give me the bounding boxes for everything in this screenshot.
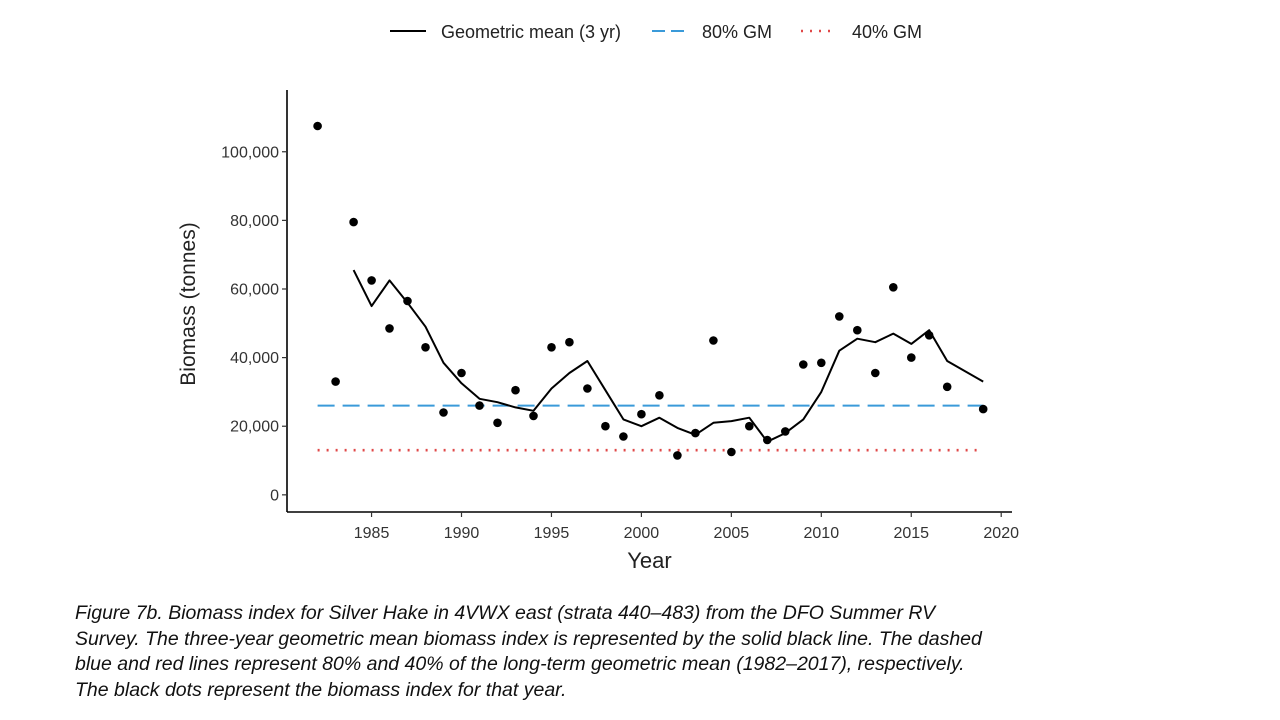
caption-line: Figure 7b. Biomass index for Silver Hake…: [75, 602, 936, 624]
data-point: [511, 385, 520, 395]
data-point: [583, 384, 592, 393]
y-tick-label: 0: [270, 487, 279, 504]
legend-label: 40% GM: [852, 22, 922, 42]
biomass-chart: Geometric mean (3 yr) 80% GM 40% GM 0 20,00…: [177, 22, 1019, 573]
figure-caption: Figure 7b. Biomass index for Silver Hake…: [75, 601, 1225, 703]
data-point: [799, 360, 808, 369]
data-point: [924, 331, 934, 340]
data-point: [763, 435, 772, 445]
data-point: [403, 296, 412, 306]
y-tick-label: 60,000: [230, 281, 279, 298]
data-point: [493, 418, 502, 428]
data-point: [817, 358, 826, 368]
caption-line: blue and red lines represent 80% and 40%…: [75, 653, 965, 675]
data-point: [691, 428, 700, 438]
data-point: [637, 409, 646, 419]
x-axis: 1985 1990 1995 2000 2005 2010 2015 2020: [287, 511, 1019, 542]
legend: Geometric mean (3 yr) 80% GM 40% GM: [390, 22, 922, 42]
data-point: [565, 337, 574, 347]
x-axis-title: Year: [627, 548, 671, 573]
data-point: [619, 432, 628, 441]
x-tick-label: 1990: [444, 525, 480, 542]
x-tick-label: 1995: [534, 525, 570, 542]
biomass-points: [313, 121, 988, 460]
data-point: [349, 217, 358, 227]
x-tick-label: 2000: [624, 525, 660, 542]
geometric-mean-line: [352, 269, 984, 443]
y-tick-label: 20,000: [230, 419, 279, 436]
data-point: [457, 368, 466, 378]
y-tick-label: 80,000: [230, 213, 279, 230]
y-tick-label: 40,000: [230, 350, 279, 367]
data-point: [655, 391, 664, 400]
data-point: [331, 377, 340, 386]
x-tick-label: 2015: [893, 525, 929, 542]
data-point: [978, 404, 988, 414]
y-axis: 0 20,000 40,000 60,000 80,000 100,000: [221, 90, 288, 512]
data-point: [942, 382, 952, 392]
x-tick-label: 1985: [354, 525, 390, 542]
data-point: [853, 325, 862, 335]
data-point: [907, 353, 916, 362]
data-point: [745, 421, 754, 431]
data-point: [385, 324, 394, 333]
caption-line: The black dots represent the biomass ind…: [75, 678, 567, 701]
x-tick-label: 2020: [983, 525, 1019, 542]
data-point: [421, 343, 430, 352]
data-point: [889, 283, 898, 292]
data-point: [529, 411, 538, 421]
data-point: [871, 368, 880, 378]
data-point: [601, 421, 610, 431]
geometric-mean-series: [352, 269, 984, 443]
data-point: [439, 408, 448, 417]
data-point: [727, 447, 736, 457]
data-point: [475, 401, 484, 410]
data-point: [673, 451, 682, 460]
y-tick-label: 100,000: [221, 144, 279, 161]
caption-line: Survey. The three-year geometric mean bi…: [75, 627, 982, 650]
legend-label: Geometric mean (3 yr): [441, 22, 621, 42]
x-tick-label: 2010: [804, 525, 840, 542]
data-point: [547, 343, 556, 352]
reference-lines: [317, 404, 984, 452]
data-point: [367, 276, 376, 285]
y-axis-title: Biomass (tonnes): [177, 222, 200, 385]
data-point: [835, 312, 844, 321]
legend-label: 80% GM: [702, 22, 772, 42]
data-point: [781, 427, 790, 436]
data-point: [709, 336, 718, 345]
x-tick-label: 2005: [714, 525, 750, 542]
data-point: [313, 121, 322, 131]
